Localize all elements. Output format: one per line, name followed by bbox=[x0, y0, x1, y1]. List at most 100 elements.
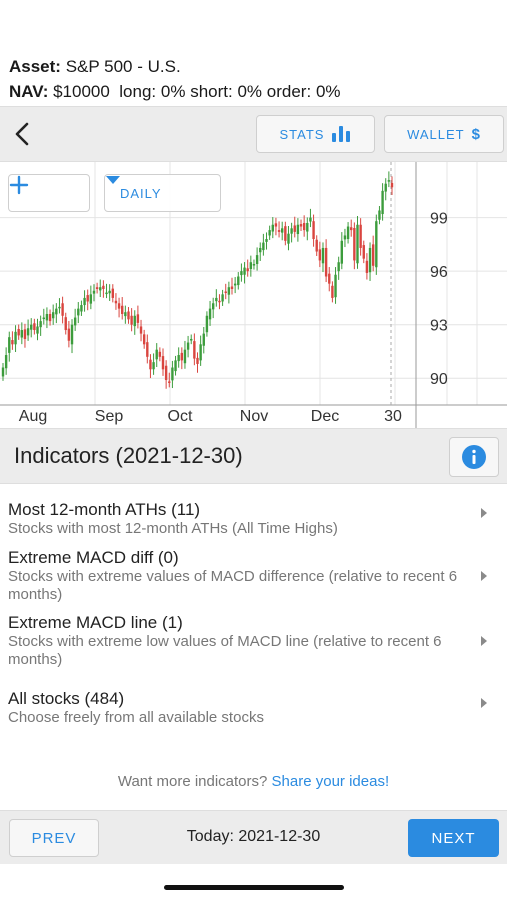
indicator-item-macd-line[interactable]: Extreme MACD line (1) Stocks with extrem… bbox=[0, 613, 507, 671]
stats-label: STATS bbox=[279, 126, 325, 142]
candle-body bbox=[246, 268, 249, 272]
next-button[interactable]: NEXT bbox=[408, 819, 499, 857]
candle-body bbox=[64, 317, 67, 331]
price-chart[interactable]: 90 93 96 99 Aug Sep Oct Nov Dec 30 DAILY bbox=[0, 162, 507, 428]
candle-body bbox=[215, 297, 218, 302]
indicator-desc: Choose freely from all available stocks bbox=[8, 709, 264, 726]
order-label: order: bbox=[266, 82, 312, 101]
candle-body bbox=[259, 247, 262, 253]
y-tick-label: 96 bbox=[430, 264, 448, 281]
candle-body bbox=[328, 273, 331, 284]
info-button[interactable] bbox=[449, 437, 499, 477]
candle-body bbox=[177, 355, 180, 362]
candle-body bbox=[83, 297, 86, 306]
candle-body bbox=[105, 292, 108, 295]
stats-button[interactable]: STATS bbox=[256, 115, 375, 153]
candle-body bbox=[133, 315, 136, 327]
candle-body bbox=[340, 240, 344, 264]
candle-body bbox=[249, 262, 253, 270]
indicator-desc: Stocks with most 12-month ATHs (All Time… bbox=[8, 520, 338, 537]
back-button[interactable] bbox=[10, 119, 36, 149]
candle-body bbox=[174, 360, 177, 372]
candle-body bbox=[73, 317, 77, 326]
candle-body bbox=[36, 326, 39, 334]
caret-right-icon bbox=[481, 571, 487, 581]
candle-body bbox=[136, 314, 140, 323]
candle-body bbox=[168, 381, 171, 383]
candle-body bbox=[324, 247, 328, 277]
candle-body bbox=[80, 305, 83, 312]
candle-body bbox=[124, 312, 127, 317]
candle-body bbox=[199, 344, 202, 361]
candle-body bbox=[221, 294, 224, 302]
candle-body bbox=[180, 352, 184, 361]
candle-body bbox=[390, 182, 394, 188]
share-ideas-link[interactable]: Share your ideas! bbox=[271, 773, 390, 790]
short-value: 0% bbox=[237, 82, 263, 101]
candle-body bbox=[274, 223, 278, 227]
y-tick-label: 99 bbox=[430, 211, 448, 228]
x-tick-label: Aug bbox=[19, 408, 47, 425]
candlestick-chart: 90 93 96 99 Aug Sep Oct Nov Dec 30 bbox=[0, 162, 507, 428]
candle-body bbox=[387, 180, 391, 182]
candle-body bbox=[384, 183, 387, 192]
wallet-button[interactable]: WALLET $ bbox=[384, 115, 504, 153]
candle-body bbox=[45, 313, 49, 321]
indicator-desc: Stocks with extreme values of MACD diffe… bbox=[8, 568, 458, 603]
candle-body bbox=[108, 290, 111, 294]
short-label: short: bbox=[190, 82, 233, 101]
candle-body bbox=[17, 328, 20, 336]
indicator-title: Extreme MACD diff (0) bbox=[8, 548, 179, 567]
candle-body bbox=[237, 276, 240, 286]
candle-body bbox=[171, 367, 174, 381]
indicator-item-ath[interactable]: Most 12-month ATHs (11) Stocks with most… bbox=[0, 500, 507, 540]
add-button[interactable] bbox=[8, 174, 90, 212]
candle-body bbox=[33, 323, 36, 331]
indicators-header: Indicators (2021-12-30) bbox=[0, 428, 507, 484]
candle-body bbox=[255, 255, 259, 265]
x-tick-label: Oct bbox=[168, 408, 193, 425]
info-icon bbox=[462, 445, 486, 469]
candle-body bbox=[86, 295, 89, 302]
candle-body bbox=[277, 230, 281, 232]
candle-body bbox=[164, 365, 168, 381]
candle-body bbox=[117, 303, 121, 309]
candle-body bbox=[299, 224, 303, 227]
plus-icon bbox=[9, 175, 29, 195]
candle-body bbox=[111, 288, 114, 298]
candle-body bbox=[353, 227, 356, 261]
candle-body bbox=[161, 356, 165, 370]
asset-label: Asset: bbox=[9, 57, 61, 76]
caret-right-icon bbox=[481, 636, 487, 646]
today-label: Today: 2021-12-30 bbox=[186, 828, 321, 845]
candle-body bbox=[146, 342, 149, 357]
candle-body bbox=[287, 233, 290, 244]
caret-down-icon bbox=[106, 176, 120, 184]
indicator-item-all-stocks[interactable]: All stocks (484) Choose freely from all … bbox=[0, 689, 507, 729]
candle-body bbox=[130, 315, 133, 325]
prev-button[interactable]: PREV bbox=[9, 819, 99, 857]
candle-body bbox=[233, 283, 237, 286]
candle-body bbox=[61, 303, 64, 316]
period-dropdown[interactable]: DAILY bbox=[104, 174, 221, 212]
y-tick-label: 93 bbox=[430, 318, 448, 335]
candle-body bbox=[190, 338, 193, 341]
indicator-item-macd-diff[interactable]: Extreme MACD diff (0) Stocks with extrem… bbox=[0, 548, 507, 606]
candle-body bbox=[262, 242, 265, 251]
status-bar bbox=[0, 0, 507, 48]
asset-line: Asset: S&P 500 - U.S. bbox=[9, 54, 499, 79]
candle-body bbox=[240, 271, 243, 276]
period-label: DAILY bbox=[120, 185, 162, 201]
candle-body bbox=[152, 362, 155, 370]
nav-line: NAV: $10000 long: 0% short: 0% order: 0% bbox=[9, 79, 499, 104]
candle-body bbox=[359, 224, 362, 248]
candle-body bbox=[139, 326, 143, 334]
candle-body bbox=[211, 303, 215, 310]
candle-body bbox=[1, 367, 5, 377]
nav-label: NAV: bbox=[9, 82, 49, 101]
candle-body bbox=[26, 328, 30, 336]
candle-body bbox=[11, 340, 14, 345]
candle-body bbox=[14, 331, 17, 345]
candle-body bbox=[127, 311, 130, 320]
candle-body bbox=[20, 330, 24, 338]
